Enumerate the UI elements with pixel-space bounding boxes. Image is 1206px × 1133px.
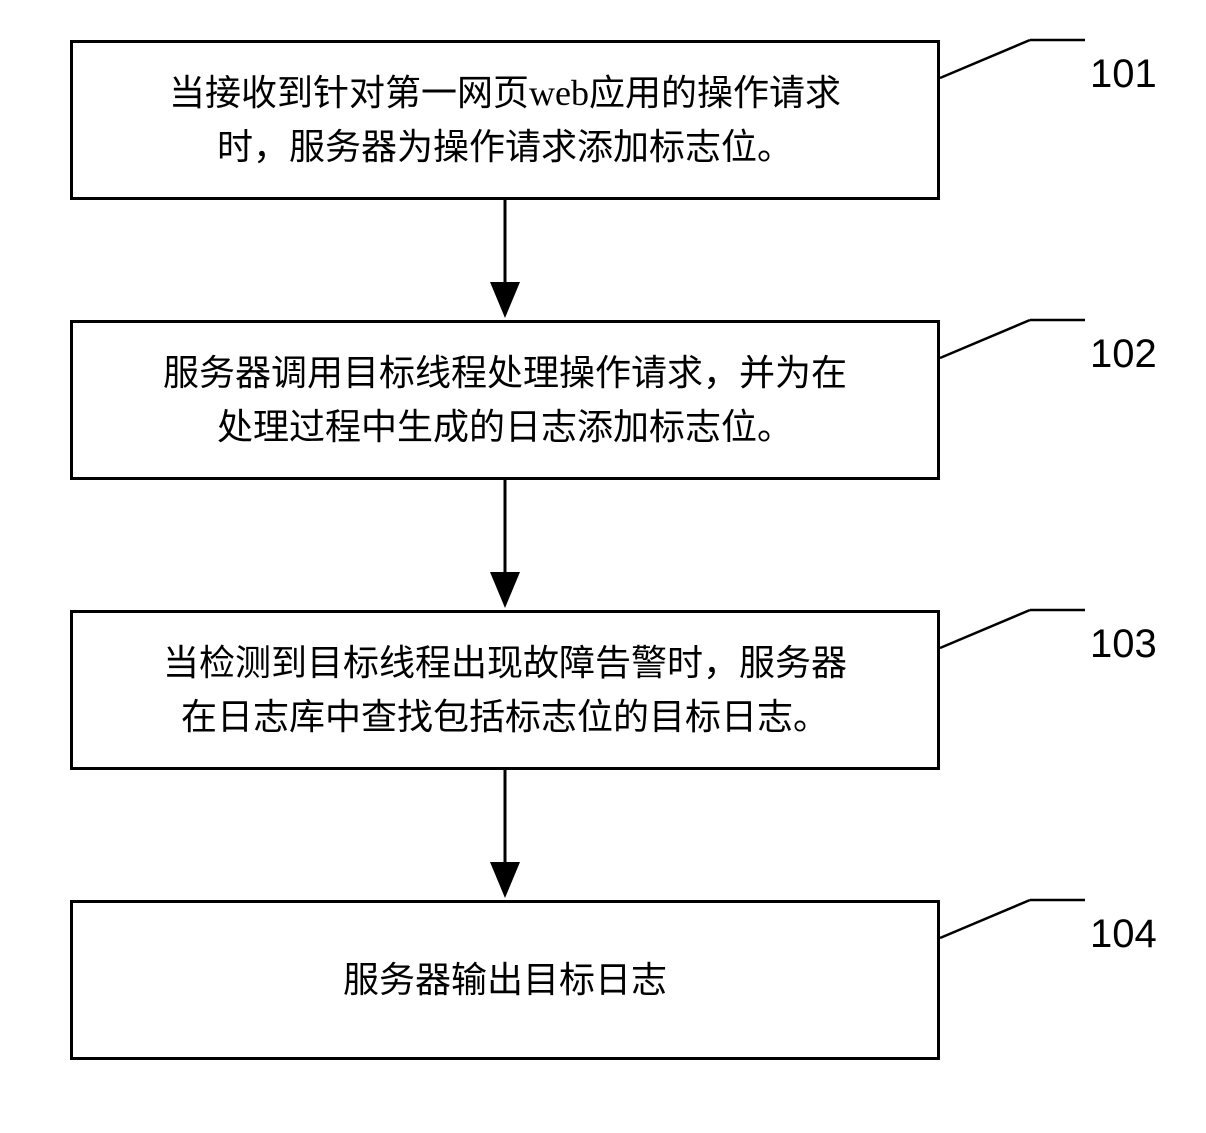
flowchart-step-4-label: 104 [1090,912,1157,957]
flowchart-step-2-text: 服务器调用目标线程处理操作请求，并为在处理过程中生成的日志添加标志位。 [163,346,847,454]
flowchart-step-4-text: 服务器输出目标日志 [343,953,667,1007]
flowchart-step-3-label: 103 [1090,622,1157,667]
flowchart-canvas: 当接收到针对第一网页web应用的操作请求时，服务器为操作请求添加标志位。 101… [0,0,1206,1133]
flowchart-step-3: 当检测到目标线程出现故障告警时，服务器在日志库中查找包括标志位的目标日志。 [70,610,940,770]
flowchart-step-1-text: 当接收到针对第一网页web应用的操作请求时，服务器为操作请求添加标志位。 [169,66,841,174]
flowchart-step-3-text: 当检测到目标线程出现故障告警时，服务器在日志库中查找包括标志位的目标日志。 [163,636,847,744]
flowchart-step-2-label: 102 [1090,332,1157,377]
flowchart-step-4: 服务器输出目标日志 [70,900,940,1060]
flowchart-step-1-label: 101 [1090,52,1157,97]
flowchart-step-1: 当接收到针对第一网页web应用的操作请求时，服务器为操作请求添加标志位。 [70,40,940,200]
flowchart-step-2: 服务器调用目标线程处理操作请求，并为在处理过程中生成的日志添加标志位。 [70,320,940,480]
